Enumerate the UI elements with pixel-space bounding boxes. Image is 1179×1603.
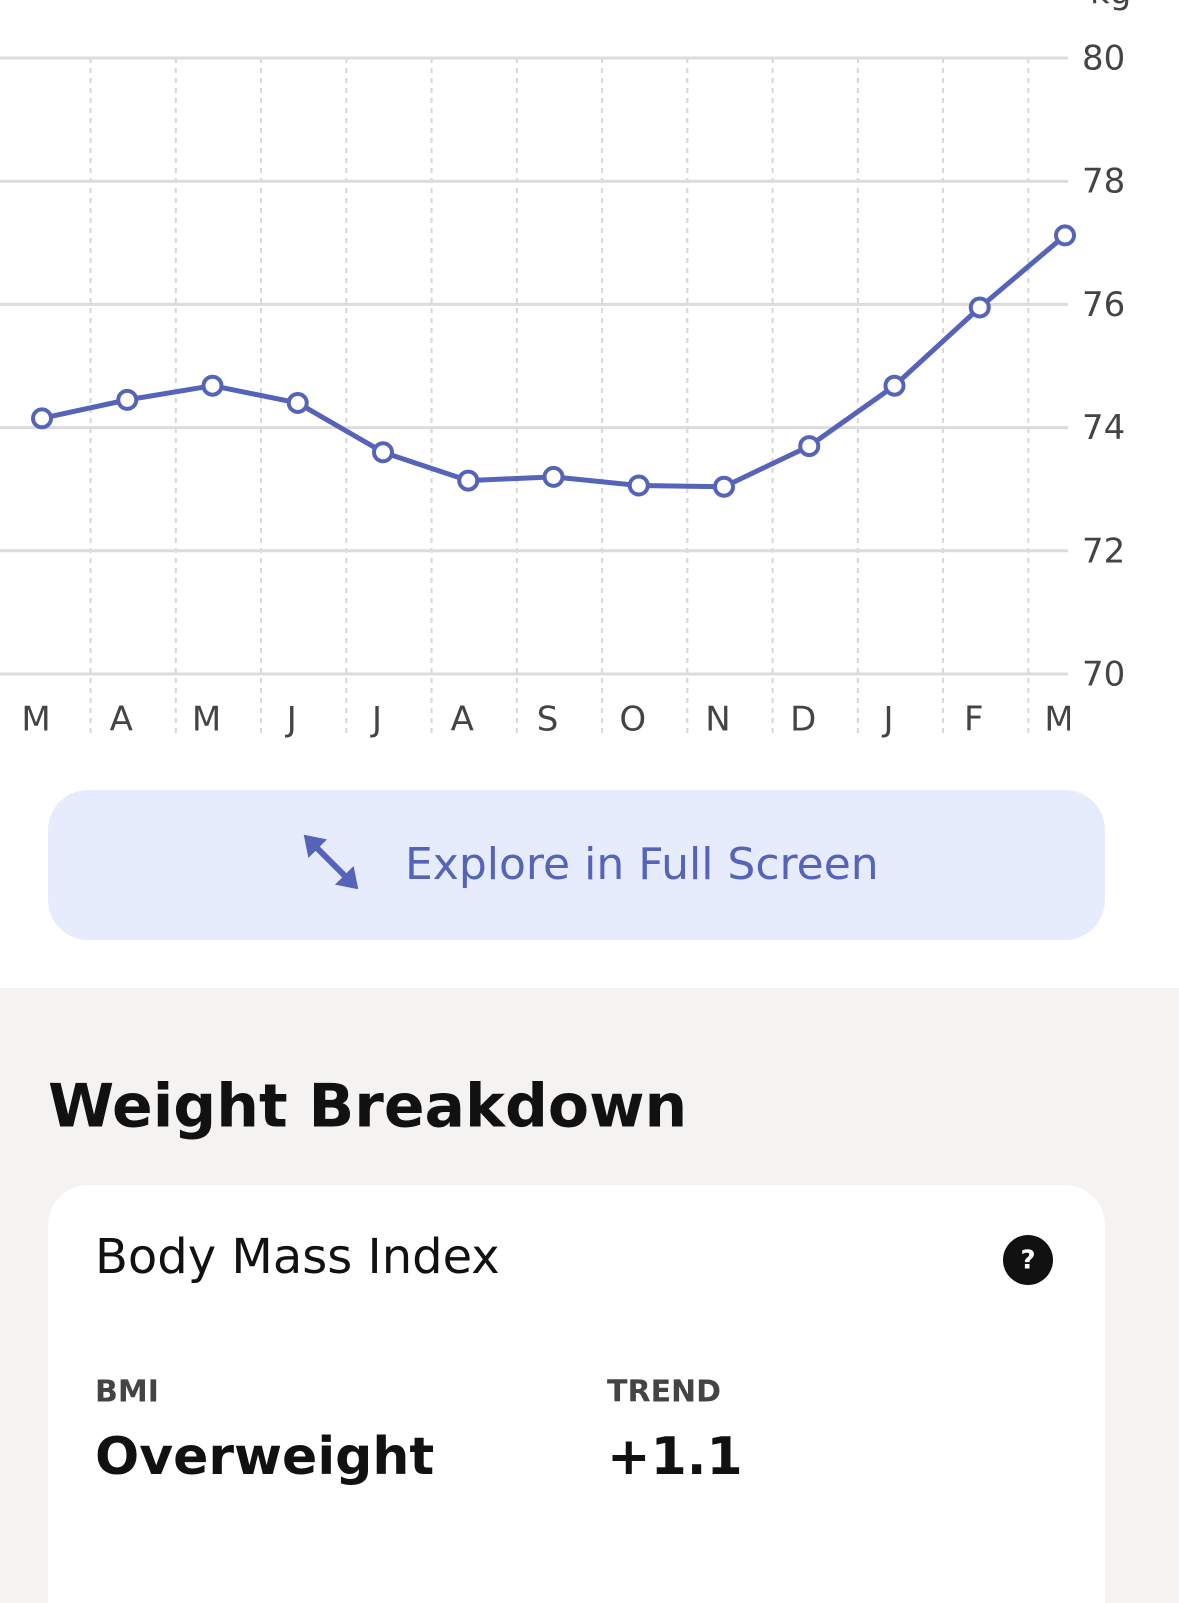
y-tick-label: 78 bbox=[1082, 162, 1125, 202]
section-title: Weight Breakdown bbox=[48, 1072, 687, 1142]
x-tick-label: J bbox=[370, 700, 382, 740]
x-tick-label: J bbox=[285, 700, 297, 740]
data-point bbox=[542, 465, 565, 488]
data-point bbox=[627, 474, 650, 497]
y-tick-label: 70 bbox=[1082, 655, 1125, 695]
x-tick-label: N bbox=[705, 700, 730, 740]
chart: 70 72 74 76 78 80 kg M A M J J A S O N D J F M bbox=[0, 0, 1131, 740]
help-icon[interactable] bbox=[1003, 1235, 1053, 1285]
y-tick-label: 74 bbox=[1082, 408, 1125, 448]
y-tick-label: 80 bbox=[1082, 39, 1125, 79]
data-point bbox=[286, 391, 309, 414]
x-tick-label: S bbox=[537, 700, 559, 740]
data-point bbox=[457, 469, 480, 492]
y-axis-label: kg bbox=[1090, 0, 1131, 13]
data-point bbox=[116, 388, 139, 411]
fullscreen-button[interactable]: Explore in Full Screen bbox=[48, 790, 1105, 940]
data-point bbox=[31, 407, 53, 430]
x-tick-label: M bbox=[192, 700, 221, 740]
x-tick-label: A bbox=[451, 700, 474, 740]
x-tick-label: M bbox=[1044, 700, 1073, 740]
data-point bbox=[968, 296, 991, 319]
data-point bbox=[798, 435, 821, 458]
stat-value: +1.1 bbox=[607, 1427, 743, 1487]
data-point bbox=[201, 374, 224, 397]
x-tick-label: D bbox=[790, 700, 816, 740]
data-point bbox=[1054, 224, 1076, 247]
stat-value: Overweight bbox=[95, 1427, 434, 1487]
stat-label: TREND bbox=[607, 1375, 721, 1410]
x-tick-label: O bbox=[619, 700, 646, 740]
expand-icon bbox=[303, 834, 359, 890]
button-label[interactable]: Explore in Full Screen bbox=[405, 839, 879, 890]
data-point bbox=[883, 374, 906, 397]
bmi-card bbox=[48, 1185, 1105, 1603]
x-tick-label: J bbox=[881, 700, 893, 740]
x-tick-label: A bbox=[110, 700, 133, 740]
help-icon-text[interactable]: ? bbox=[1020, 1246, 1035, 1276]
stat-label: BMI bbox=[95, 1375, 159, 1410]
button-bg[interactable] bbox=[48, 790, 1105, 940]
data-point bbox=[372, 441, 394, 464]
data-point bbox=[713, 475, 735, 498]
x-tick-label: F bbox=[964, 700, 984, 740]
x-tick-label: M bbox=[21, 700, 50, 740]
y-tick-label: 76 bbox=[1082, 285, 1125, 325]
card-title: Body Mass Index bbox=[95, 1229, 500, 1285]
y-tick-label: 72 bbox=[1082, 531, 1125, 571]
